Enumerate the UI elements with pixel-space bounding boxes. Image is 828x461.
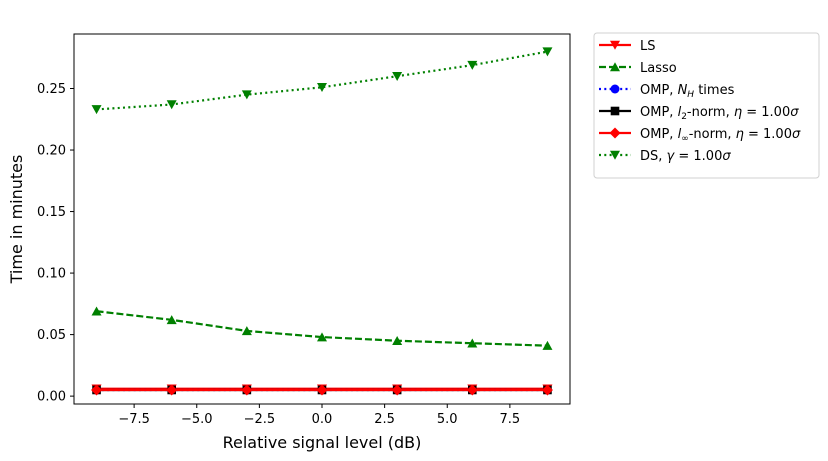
legend-marker-ds (610, 150, 620, 160)
legend-marker-omp-nh (610, 84, 620, 94)
x-tick-label: −2.5 (244, 412, 276, 427)
legend-box (593, 32, 820, 179)
x-tick-label: 0.0 (312, 412, 333, 427)
x-tick-label: 7.5 (500, 412, 521, 427)
x-axis: −7.5 −5.0 −2.5 0.0 2.5 5.0 7.5 (118, 404, 520, 427)
data-point-ds (467, 60, 478, 70)
y-tick-label: 0.25 (37, 82, 66, 97)
data-point-lasso (91, 306, 102, 316)
legend-label-ls: LS (640, 39, 656, 54)
x-tick-label: −7.5 (118, 412, 150, 427)
data-point-lasso (542, 340, 553, 350)
data-point-omp-linf (166, 384, 178, 396)
data-point-lasso (392, 336, 403, 346)
data-point-omp-linf (91, 384, 103, 396)
y-axis: 0.00 0.05 0.10 0.15 0.20 0.25 (37, 82, 74, 405)
y-axis-label: Time in minutes (7, 155, 26, 285)
legend: LS Lasso OMP, NH times OMP, l2-norm, η =… (593, 32, 820, 179)
legend-marker-lasso (610, 62, 620, 72)
series-omp-linf (91, 384, 553, 396)
x-axis-label: Relative signal level (dB) (223, 433, 422, 452)
data-point-omp-linf (541, 384, 553, 396)
x-tick-label: −5.0 (181, 412, 213, 427)
x-tick-label: 5.0 (437, 412, 458, 427)
data-point-ds (241, 90, 252, 100)
data-point-lasso (467, 338, 478, 348)
x-tick-label: 2.5 (374, 412, 395, 427)
data-point-ds (317, 83, 327, 93)
data-point-ds (166, 100, 177, 110)
y-tick-label: 0.05 (37, 328, 66, 343)
data-point-omp-linf (316, 384, 328, 396)
data-point-ds (392, 71, 403, 81)
legend-label-ds: DS, γ = 1.00σ (640, 149, 731, 164)
data-point-lasso (317, 332, 327, 342)
legend-label-omp-linf: OMP, l∞-norm, η = 1.00σ (640, 127, 801, 144)
data-point-lasso (166, 315, 177, 325)
legend-label-omp-l2: OMP, l2-norm, η = 1.00σ (640, 105, 799, 122)
legend-marker-ls (610, 40, 620, 50)
plot-area (91, 47, 553, 396)
data-point-ds (542, 47, 553, 57)
y-tick-label: 0.10 (37, 267, 66, 282)
data-point-lasso (241, 326, 252, 336)
series-ds (91, 47, 553, 115)
y-tick-label: 0.00 (37, 390, 66, 405)
data-point-omp-linf (241, 384, 253, 396)
series-lasso (91, 306, 553, 350)
data-point-omp-linf (391, 384, 403, 396)
data-point-omp-linf (466, 384, 478, 396)
y-tick-label: 0.15 (37, 205, 66, 220)
data-point-ds (91, 105, 102, 115)
legend-label-lasso: Lasso (640, 61, 677, 76)
legend-marker-omp-linf (609, 127, 621, 139)
legend-label-omp-nh: OMP, NH times (640, 83, 735, 100)
legend-marker-omp-l2 (610, 106, 620, 116)
y-tick-label: 0.20 (37, 144, 66, 159)
